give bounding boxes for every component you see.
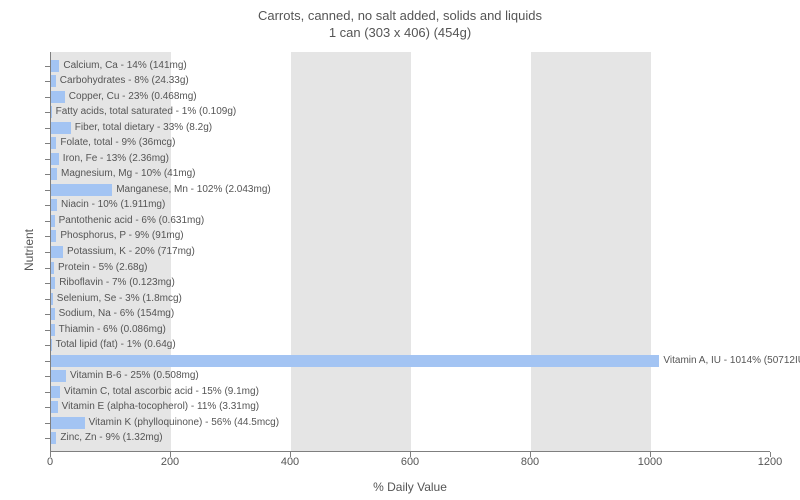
bar	[51, 370, 66, 382]
bar-label: Magnesium, Mg - 10% (41mg)	[57, 168, 196, 180]
y-tick	[45, 423, 50, 424]
y-tick	[45, 252, 50, 253]
bar	[51, 417, 85, 429]
bar	[51, 355, 659, 367]
bar-label: Manganese, Mn - 102% (2.043mg)	[112, 184, 271, 196]
y-tick	[45, 236, 50, 237]
x-tick-label: 800	[521, 456, 539, 468]
y-tick	[45, 314, 50, 315]
y-tick	[45, 361, 50, 362]
bar-label: Selenium, Se - 3% (1.8mcg)	[53, 293, 182, 305]
bar-label: Fatty acids, total saturated - 1% (0.109…	[52, 106, 237, 118]
bar	[51, 386, 60, 398]
bar	[51, 246, 63, 258]
x-axis-title: % Daily Value	[50, 480, 770, 494]
y-tick	[45, 112, 50, 113]
y-tick	[45, 174, 50, 175]
bar-label: Vitamin E (alpha-tocopherol) - 11% (3.31…	[58, 401, 260, 413]
bar	[51, 153, 59, 165]
nutrient-chart: Carrots, canned, no salt added, solids a…	[0, 0, 800, 500]
y-tick	[45, 407, 50, 408]
x-tick-label: 600	[401, 456, 419, 468]
bar	[51, 122, 71, 134]
y-tick	[45, 268, 50, 269]
y-axis-title: Nutrient	[22, 229, 36, 271]
x-tick-label: 0	[47, 456, 53, 468]
bar-label: Zinc, Zn - 9% (1.32mg)	[56, 432, 162, 444]
bar-label: Potassium, K - 20% (717mg)	[63, 246, 195, 258]
x-tick-label: 1000	[638, 456, 662, 468]
bar-label: Thiamin - 6% (0.086mg)	[55, 324, 166, 336]
grid-band	[651, 52, 771, 451]
chart-title-line1: Carrots, canned, no salt added, solids a…	[258, 8, 542, 23]
grid-band	[291, 52, 411, 451]
chart-title-line2: 1 can (303 x 406) (454g)	[329, 25, 471, 40]
bar-label: Calcium, Ca - 14% (141mg)	[59, 60, 186, 72]
y-tick	[45, 299, 50, 300]
bar-label: Protein - 5% (2.68g)	[54, 262, 148, 274]
bar-label: Vitamin K (phylloquinone) - 56% (44.5mcg…	[85, 417, 279, 429]
y-tick	[45, 128, 50, 129]
bar-label: Sodium, Na - 6% (154mg)	[55, 308, 175, 320]
x-tick-label: 200	[161, 456, 179, 468]
x-tick-label: 400	[281, 456, 299, 468]
grid-band	[531, 52, 651, 451]
plot-area: Calcium, Ca - 14% (141mg) Carbohydrates -…	[50, 52, 770, 452]
y-tick	[45, 205, 50, 206]
bar-label: Phosphorus, P - 9% (91mg)	[56, 230, 183, 242]
x-tick-label: 1200	[758, 456, 782, 468]
y-tick	[45, 392, 50, 393]
bar-label: Vitamin A, IU - 1014% (50712IU)	[659, 355, 800, 367]
bar-label: Fiber, total dietary - 33% (8.2g)	[71, 122, 212, 134]
grid-band	[411, 52, 531, 451]
bar-label: Iron, Fe - 13% (2.36mg)	[59, 153, 169, 165]
y-tick	[45, 66, 50, 67]
bar-label: Folate, total - 9% (36mcg)	[56, 137, 175, 149]
y-tick	[45, 283, 50, 284]
bar-label: Riboflavin - 7% (0.123mg)	[55, 277, 175, 289]
bar	[51, 401, 58, 413]
y-tick	[45, 159, 50, 160]
bar-label: Vitamin C, total ascorbic acid - 15% (9.…	[60, 386, 259, 398]
bar-label: Total lipid (fat) - 1% (0.64g)	[52, 339, 176, 351]
bar-label: Copper, Cu - 23% (0.468mg)	[65, 91, 197, 103]
bar-label: Carbohydrates - 8% (24.33g)	[56, 75, 189, 87]
bar-label: Pantothenic acid - 6% (0.631mg)	[55, 215, 205, 227]
y-tick	[45, 376, 50, 377]
bar-label: Niacin - 10% (1.911mg)	[57, 199, 165, 211]
bar-label: Vitamin B-6 - 25% (0.508mg)	[66, 370, 199, 382]
y-tick	[45, 330, 50, 331]
chart-title: Carrots, canned, no salt added, solids a…	[0, 0, 800, 42]
bar	[51, 60, 59, 72]
y-tick	[45, 221, 50, 222]
bar	[51, 184, 112, 196]
y-tick	[45, 190, 50, 191]
y-tick	[45, 81, 50, 82]
y-tick	[45, 143, 50, 144]
y-tick	[45, 438, 50, 439]
y-tick	[45, 345, 50, 346]
y-tick	[45, 97, 50, 98]
bar	[51, 91, 65, 103]
